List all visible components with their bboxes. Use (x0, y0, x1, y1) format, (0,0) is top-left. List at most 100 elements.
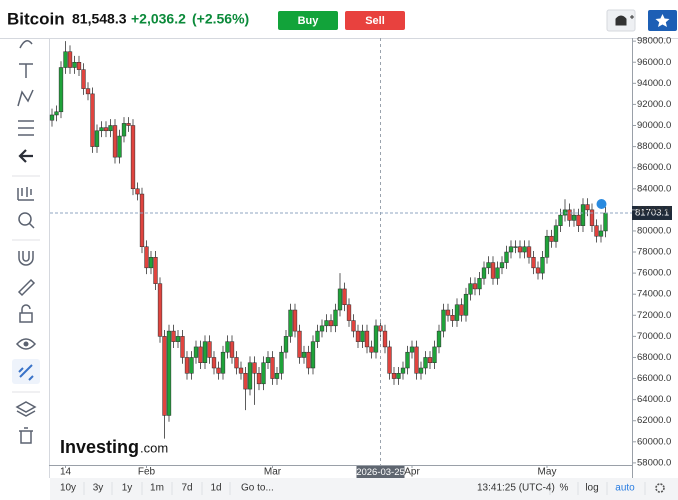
y-tick-label: 70000.0 (637, 331, 671, 342)
y-tick-label: 84000.0 (637, 183, 671, 194)
candle-body (535, 267, 541, 274)
candle-body (324, 320, 329, 327)
candle-body (432, 346, 437, 363)
candle-body (265, 357, 271, 363)
change: +2,036.2 (131, 11, 186, 27)
candle-body (603, 212, 608, 232)
event-marker[interactable] (596, 198, 607, 209)
scale-option[interactable]: % (560, 483, 569, 494)
buy-button[interactable] (278, 11, 338, 30)
candle-body (193, 346, 199, 358)
candle-body (517, 246, 523, 253)
range-button[interactable]: 1y (122, 483, 133, 494)
y-tick-label: 92000.0 (637, 99, 671, 110)
sell-label[interactable]: Sell (365, 15, 385, 27)
candle-body (508, 246, 514, 253)
buy-label[interactable]: Buy (298, 15, 320, 27)
layers-tool[interactable] (15, 401, 37, 417)
candle-body (306, 351, 311, 369)
brush-tool[interactable] (19, 40, 33, 49)
x-tick-label: Mar (264, 467, 282, 478)
settings-icon[interactable] (655, 483, 665, 493)
scale-option[interactable]: log (585, 483, 598, 494)
candle-body (540, 257, 545, 274)
lock-drawing-tool[interactable] (17, 278, 36, 297)
candle-body (229, 341, 235, 358)
eye-pupil[interactable] (23, 341, 29, 347)
candle-body (175, 336, 181, 342)
candle-body (211, 357, 217, 369)
lock-tool[interactable] (19, 304, 33, 323)
back-tool[interactable] (18, 149, 33, 163)
range-button[interactable]: 10y (60, 483, 76, 494)
magnet-tool[interactable] (18, 251, 34, 266)
footer-bar (50, 478, 678, 500)
instrument-title: Bitcoin (7, 9, 65, 28)
candle-body (477, 278, 482, 290)
candle-body (58, 67, 64, 113)
y-tick-label: 78000.0 (637, 247, 671, 258)
plot-area (49, 41, 608, 439)
candle-body (283, 336, 289, 353)
last-price-box (632, 205, 672, 220)
crosshair-label: 2026-03-25 (356, 467, 405, 478)
candle-body (126, 123, 131, 126)
goto-button[interactable]: Go to... (241, 483, 274, 494)
candle-body (207, 341, 212, 358)
candle-body (400, 367, 406, 374)
candle-body (513, 246, 518, 248)
candle-body (459, 304, 464, 316)
candle-body (454, 304, 460, 321)
candle-body (549, 235, 554, 242)
link-tool[interactable] (18, 364, 34, 381)
candle-body (234, 357, 239, 369)
range-button[interactable]: 1m (150, 483, 164, 494)
candle-body (544, 235, 550, 258)
scale-option[interactable]: auto (615, 483, 635, 494)
header (0, 0, 678, 38)
fib-tool[interactable] (18, 120, 34, 136)
candle-body (162, 336, 167, 416)
candle-body (310, 341, 316, 369)
y-tick-label: 96000.0 (637, 57, 671, 68)
alert-icon[interactable] (615, 15, 634, 26)
candle-body (333, 309, 338, 327)
y-tick-label: 94000.0 (637, 78, 671, 89)
range-button[interactable]: 7d (181, 483, 192, 494)
candle-body (427, 357, 433, 363)
visibility-tool[interactable] (15, 338, 37, 350)
candle-body (301, 351, 307, 358)
candle-body (274, 373, 280, 379)
y-tick-label: 80000.0 (637, 225, 671, 236)
candle-body (117, 135, 122, 158)
candle-body (153, 257, 158, 284)
last-price-label: 81703.1 (635, 208, 669, 219)
indicator-tool[interactable] (17, 187, 34, 201)
candle-body (369, 346, 374, 353)
candle-body (414, 346, 419, 374)
candle-body (112, 125, 118, 158)
y-tick-label: 86000.0 (637, 162, 671, 173)
text-tool[interactable] (19, 63, 33, 78)
range-button[interactable]: 3y (93, 483, 104, 494)
y-tick-label: 62000.0 (637, 415, 671, 426)
zoom-handle[interactable] (28, 222, 35, 229)
x-tick-label: 14 (60, 467, 72, 478)
candle-body (396, 373, 401, 379)
candle-body (216, 367, 221, 374)
candle-body (139, 193, 145, 248)
overlay: 2026-03-25 81703.1 (50, 38, 672, 478)
zoom-tool[interactable] (18, 212, 32, 226)
star-icon[interactable] (655, 14, 670, 27)
crosshair-label-box (356, 466, 405, 478)
range-button[interactable]: 1d (210, 483, 221, 494)
candle-body (81, 69, 86, 89)
candle-body (189, 357, 194, 374)
footer: 10y 3y 1y 1m 7d 1d% log auto (60, 482, 646, 495)
y-tick-label: 90000.0 (637, 120, 671, 131)
candle-body (360, 330, 365, 342)
sell-button[interactable] (345, 11, 405, 30)
delete-tool[interactable] (19, 427, 33, 444)
candle-body (436, 330, 442, 348)
pattern-tool[interactable] (17, 89, 34, 107)
